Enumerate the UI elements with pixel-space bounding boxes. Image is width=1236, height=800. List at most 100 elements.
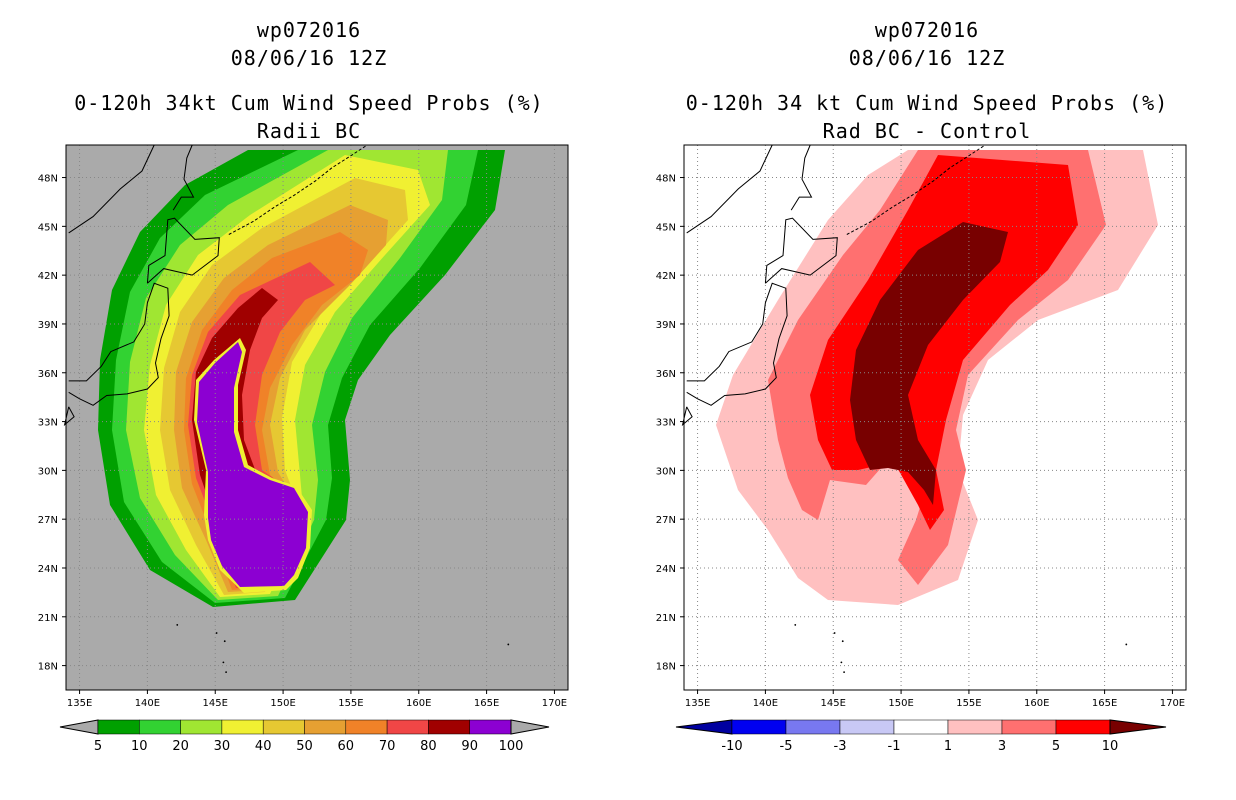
y-tick-label: 30N <box>656 466 676 477</box>
colorbar-swatch <box>262 719 305 735</box>
colorbar-swatch <box>839 719 895 735</box>
colorbar-low-cap <box>59 719 99 735</box>
difference-map: 135E 140E 145E 150E 155E 160E 165E 170E 18N 21N 24… <box>656 144 1187 754</box>
map-frame <box>683 144 1187 691</box>
colorbar-label: 60 <box>338 739 355 754</box>
colorbar-label: 50 <box>296 739 313 754</box>
x-tick-label: 155E <box>956 698 981 709</box>
x-tick-label: 170E <box>1160 698 1185 709</box>
difference-contours <box>716 150 1158 605</box>
probability-contours <box>98 150 505 607</box>
coastline-sakhalin <box>172 144 195 211</box>
colorbar-swatch <box>386 719 429 735</box>
y-tick-label: 27N <box>38 515 58 526</box>
chart-title: 0-120h 34kt Cum Wind Speed Probs (%) <box>74 91 544 115</box>
colorbar-label: 5 <box>1052 739 1060 754</box>
island-dot <box>223 640 226 643</box>
y-tick-label: 24N <box>38 564 58 575</box>
x-tick-label: 135E <box>67 698 92 709</box>
colorbar-label: -1 <box>888 739 901 754</box>
island-dot <box>1125 643 1128 646</box>
y-tick-label: 36N <box>38 369 58 380</box>
colorbar-label: -5 <box>780 739 793 754</box>
y-tick-label: 30N <box>38 466 58 477</box>
y-tick-label: 24N <box>656 564 676 575</box>
y-tick-label: 33N <box>38 418 58 429</box>
coastline-kuril-islands <box>228 144 368 235</box>
forecast-date: 08/06/16 12Z <box>230 46 388 70</box>
x-tick-label: 160E <box>406 698 431 709</box>
colorbar-swatch <box>304 719 347 735</box>
colorbar-label: 70 <box>379 739 396 754</box>
coastline-sakhalin <box>790 144 813 211</box>
map-frame <box>65 144 569 691</box>
colorbar-swatch <box>469 719 512 735</box>
island-dot <box>222 661 225 664</box>
colorbar-high-cap <box>510 719 550 735</box>
x-tick-label: 150E <box>888 698 913 709</box>
y-tick-label: 45N <box>38 222 58 233</box>
island-dot <box>841 640 844 643</box>
axis-ticks: 135E 140E 145E 150E 155E 160E 165E 170E 18N 21N 24… <box>656 174 1185 709</box>
island-dot <box>794 624 797 626</box>
left-panel: wp072016 08/06/16 12Z 0-120h 34kt Cum Wi… <box>38 18 569 754</box>
colorbar-high-cap <box>1109 719 1167 735</box>
colorbar-label: 1 <box>944 739 952 754</box>
island-dot <box>507 643 510 646</box>
colorbar-swatch <box>139 719 181 735</box>
contour-100 <box>197 342 308 587</box>
y-tick-label: 48N <box>38 174 58 185</box>
colorbar-label: 80 <box>420 739 437 754</box>
island-dot <box>225 671 227 674</box>
x-tick-label: 165E <box>474 698 499 709</box>
island-dot <box>840 661 843 664</box>
island-dot <box>843 671 845 674</box>
colorbar-swatch <box>731 719 787 735</box>
coastline-hokkaido <box>146 217 220 284</box>
colorbar-label: 90 <box>461 739 478 754</box>
storm-id: wp072016 <box>874 18 980 42</box>
y-tick-label: 27N <box>656 515 676 526</box>
y-tick-label: 36N <box>656 369 676 380</box>
y-tick-label: 42N <box>38 271 58 282</box>
colorbar-swatch <box>785 719 841 735</box>
x-tick-label: 170E <box>542 698 567 709</box>
colorbar-label: 10 <box>131 739 148 754</box>
y-tick-label: 21N <box>656 613 676 624</box>
colorbar-label: 10 <box>1102 739 1119 754</box>
colorbar-swatch <box>180 719 223 735</box>
right-panel: wp072016 08/06/16 12Z 0-120h 34 kt Cum W… <box>618 0 1236 800</box>
axis-ticks: 135E 140E 145E 150E 155E 160E 165E 170E 18N 21N 24… <box>38 174 567 709</box>
colorbar-swatch <box>97 719 140 735</box>
x-tick-label: 145E <box>821 698 846 709</box>
colorbar-label: -3 <box>834 739 847 754</box>
coastline-hokkaido <box>764 217 838 284</box>
coastline-asia <box>68 144 155 234</box>
chart-subtitle: Rad BC - Control <box>822 119 1032 143</box>
island-dot <box>176 624 179 626</box>
island-dot <box>215 632 218 634</box>
colorbar-label: 20 <box>172 739 189 754</box>
coastline-honshu <box>686 282 788 406</box>
x-tick-label: 160E <box>1024 698 1049 709</box>
x-tick-label: 150E <box>270 698 295 709</box>
coastline-asia <box>686 144 773 234</box>
colorbar: 5 10 20 30 40 50 60 70 80 90 100 <box>59 719 550 754</box>
forecast-date: 08/06/16 12Z <box>848 46 1006 70</box>
y-tick-label: 39N <box>38 320 58 331</box>
y-tick-label: 48N <box>656 174 676 185</box>
x-tick-label: 140E <box>135 698 160 709</box>
colorbar-swatch <box>221 719 264 735</box>
colorbar-label: -10 <box>721 739 742 754</box>
coastline-kuril-islands <box>846 144 986 235</box>
y-tick-label: 39N <box>656 320 676 331</box>
y-tick-label: 45N <box>656 222 676 233</box>
colorbar-swatch <box>947 719 1003 735</box>
colorbar-label: 30 <box>214 739 231 754</box>
y-tick-label: 33N <box>656 418 676 429</box>
island-dot <box>833 632 836 634</box>
colorbar-swatch <box>893 719 949 735</box>
colorbar-swatch <box>1001 719 1057 735</box>
x-tick-label: 145E <box>203 698 228 709</box>
coastline-shikoku <box>63 406 75 427</box>
